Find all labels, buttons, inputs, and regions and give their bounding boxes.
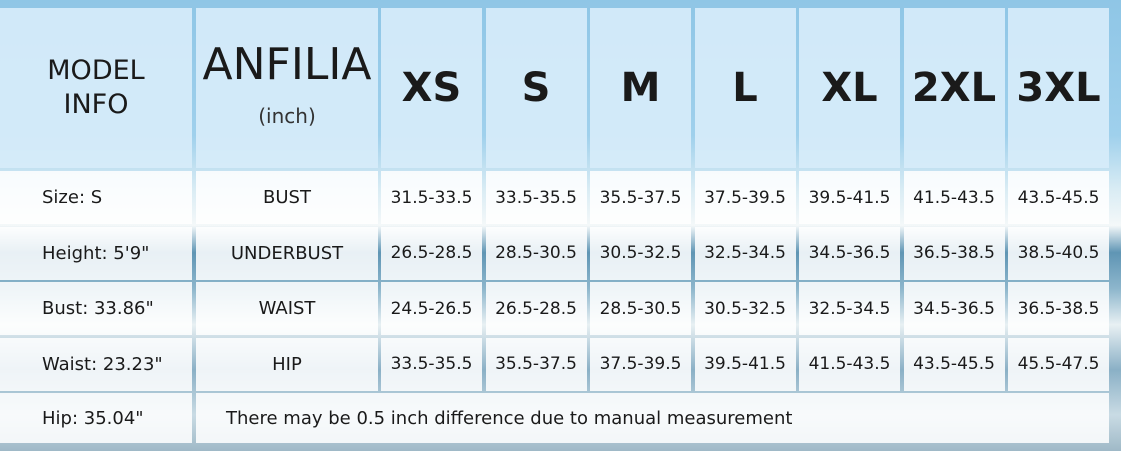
measure-value: 30.5-32.5 — [590, 226, 691, 280]
size-header: 2XL — [903, 8, 1005, 168]
model-info: Waist: 23.23" — [0, 337, 192, 391]
measure-value: 36.5-38.5 — [903, 226, 1005, 280]
measure-value: 33.5-35.5 — [485, 171, 587, 224]
model-info-header: MODEL INFO — [0, 8, 192, 168]
measure-value: 45.5-47.5 — [1008, 337, 1109, 391]
measure-label: BUST — [196, 171, 378, 224]
measure-value: 41.5-43.5 — [903, 171, 1005, 224]
measure-value: 26.5-28.5 — [485, 282, 587, 335]
measure-value: 33.5-35.5 — [381, 337, 482, 391]
size-header: M — [590, 8, 691, 168]
measure-value: 32.5-34.5 — [799, 282, 900, 335]
model-info: Height: 5'9" — [0, 226, 192, 280]
measure-value: 32.5-34.5 — [694, 226, 796, 280]
note: There may be 0.5 inch difference due to … — [196, 393, 1109, 443]
measure-value: 28.5-30.5 — [485, 226, 587, 280]
size-header: L — [694, 8, 796, 168]
measure-value: 35.5-37.5 — [590, 171, 691, 224]
measure-value: 36.5-38.5 — [1008, 282, 1109, 335]
measure-value: 37.5-39.5 — [590, 337, 691, 391]
measure-value: 38.5-40.5 — [1008, 226, 1109, 280]
measure-label: WAIST — [196, 282, 378, 335]
size-header: 3XL — [1008, 8, 1109, 168]
measure-label: UNDERBUST — [196, 226, 378, 280]
unit: (inch) — [258, 103, 316, 128]
brand: ANFILIA — [202, 38, 372, 90]
measure-value: 31.5-33.5 — [381, 171, 482, 224]
size-header: XL — [799, 8, 900, 168]
measure-label: HIP — [196, 337, 378, 391]
measure-value: 39.5-41.5 — [694, 337, 796, 391]
measure-value: 43.5-45.5 — [903, 337, 1005, 391]
measure-value: 41.5-43.5 — [799, 337, 900, 391]
brand-cell: ANFILIA (inch) — [196, 8, 378, 168]
measure-value: 35.5-37.5 — [485, 337, 587, 391]
measure-value: 26.5-28.5 — [381, 226, 482, 280]
measure-value: 43.5-45.5 — [1008, 171, 1109, 224]
size-header: S — [485, 8, 587, 168]
model-info: Hip: 35.04" — [0, 393, 192, 443]
measure-value: 39.5-41.5 — [799, 171, 900, 224]
measure-value: 34.5-36.5 — [799, 226, 900, 280]
measure-value: 28.5-30.5 — [590, 282, 691, 335]
measure-value: 34.5-36.5 — [903, 282, 1005, 335]
measure-value: 24.5-26.5 — [381, 282, 482, 335]
measure-value: 30.5-32.5 — [694, 282, 796, 335]
model-info: Size: S — [0, 171, 192, 224]
model-info: Bust: 33.86" — [0, 282, 192, 335]
size-header: XS — [381, 8, 482, 168]
measure-value: 37.5-39.5 — [694, 171, 796, 224]
